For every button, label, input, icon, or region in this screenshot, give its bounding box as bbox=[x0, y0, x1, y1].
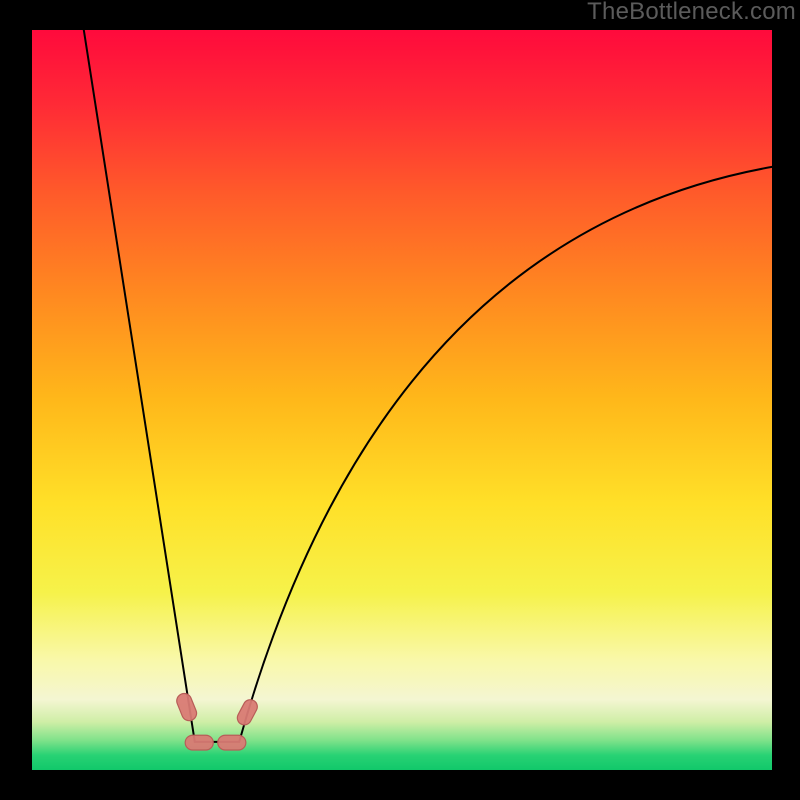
watermark-text: TheBottleneck.com bbox=[587, 0, 796, 26]
stage: TheBottleneck.com bbox=[0, 0, 800, 800]
marker-pill bbox=[185, 735, 213, 750]
plot-area bbox=[32, 30, 772, 770]
marker-pill bbox=[175, 691, 199, 723]
chart-svg bbox=[32, 30, 772, 770]
marker-pill bbox=[235, 697, 260, 727]
bottleneck-curve bbox=[84, 30, 772, 742]
marker-pill bbox=[218, 735, 246, 750]
